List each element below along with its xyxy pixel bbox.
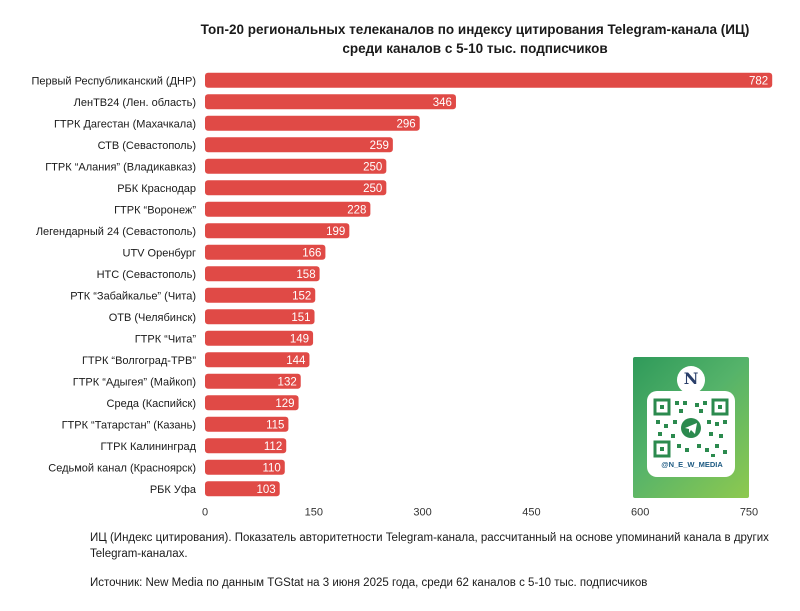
bar-value-label: 129: [275, 398, 294, 410]
category-label: UTV Оренбург: [123, 247, 197, 259]
new-media-logo: N: [677, 366, 705, 394]
bar-5: [205, 158, 387, 174]
bar-15: [205, 373, 301, 389]
x-tick-label: 300: [413, 507, 431, 519]
bar-value-label: 103: [257, 484, 276, 496]
category-label: Легендарный 24 (Севастополь): [36, 226, 196, 238]
bar-18: [205, 438, 287, 454]
category-label: ГТРК “Волгоград-ТРВ”: [82, 355, 196, 367]
bar-7: [205, 201, 371, 217]
chart-title-line-1: Топ-20 региональных телеканалов по индек…: [200, 22, 750, 37]
bar-value-label: 250: [363, 161, 382, 173]
bar-11: [205, 287, 316, 303]
bar-16: [205, 395, 299, 411]
category-label: ГТРК “Алания” (Владикавказ): [45, 161, 196, 173]
category-label: ГТРК Дагестан (Махачкала): [54, 118, 196, 130]
bar-20: [205, 481, 280, 497]
bar-8: [205, 223, 350, 239]
bar-3: [205, 115, 420, 131]
bar-6: [205, 180, 387, 196]
bar-17: [205, 416, 289, 432]
category-label: ГТРК “Чита”: [135, 333, 197, 345]
bar-13: [205, 330, 314, 346]
category-label: СТВ (Севастополь): [98, 140, 196, 152]
bar-value-label: 110: [262, 462, 280, 474]
bar-value-label: 259: [370, 140, 389, 152]
category-label: ГТРК “Татарстан” (Казань): [62, 419, 196, 431]
qr-code-icon: [653, 398, 729, 458]
category-label: Среда (Каспийск): [107, 398, 196, 410]
category-label: Первый Республиканский (ДНР): [32, 75, 196, 87]
footnote-definition: ИЦ (Индекс цитирования). Показатель авто…: [90, 532, 769, 560]
category-label: РТК “Забайкалье” (Чита): [70, 290, 196, 302]
footnote-source: Источник: New Media по данным TGStat на …: [90, 577, 648, 589]
bar-value-label: 228: [347, 204, 366, 216]
category-label: РБК Уфа: [150, 484, 197, 496]
category-label: ГТРК “Адыгея” (Майкоп): [73, 376, 196, 388]
bar-value-label: 152: [292, 290, 311, 302]
category-label: ГТРК “Воронеж”: [114, 204, 196, 216]
bar-value-label: 166: [302, 247, 321, 259]
bar-value-label: 296: [397, 118, 416, 130]
bar-value-label: 115: [266, 419, 284, 431]
x-tick-label: 600: [631, 507, 649, 519]
x-tick-label: 0: [202, 507, 208, 519]
bar-value-label: 158: [296, 269, 315, 281]
telegram-handle[interactable]: @N_E_W_MEDIA: [661, 460, 723, 469]
bar-value-label: 346: [433, 97, 452, 109]
bar-2: [205, 94, 456, 110]
bar-19: [205, 459, 285, 475]
category-label: Седьмой канал (Красноярск): [48, 462, 196, 474]
category-label: ГТРК Калининград: [100, 441, 196, 453]
bar-10: [205, 266, 320, 282]
bar-9: [205, 244, 326, 260]
bar-4: [205, 137, 393, 153]
bar-value-label: 132: [278, 376, 297, 388]
x-tick-label: 450: [522, 507, 540, 519]
category-label: РБК Краснодар: [117, 183, 196, 195]
bar-value-label: 112: [264, 441, 282, 453]
bar-value-label: 151: [291, 312, 310, 324]
bar-value-label: 250: [363, 183, 382, 195]
bar-value-label: 199: [326, 226, 345, 238]
bar-value-label: 149: [290, 333, 309, 345]
bar-1: [205, 72, 773, 88]
bar-12: [205, 309, 315, 325]
category-label: НТС (Севастополь): [97, 269, 196, 281]
x-tick-label: 150: [305, 507, 323, 519]
category-label: ОТВ (Челябинск): [109, 312, 196, 324]
x-tick-label: 750: [740, 507, 758, 519]
bar-value-label: 144: [286, 355, 306, 367]
bar-14: [205, 352, 310, 368]
category-label: ЛенТВ24 (Лен. область): [74, 97, 196, 109]
chart-title-line-2: среди каналов с 5-10 тыс. подписчиков: [342, 41, 608, 56]
bar-value-label: 782: [749, 75, 768, 87]
qr-code-card[interactable]: N @N_E_W_MEDIA: [633, 357, 749, 498]
chart-title: Топ-20 региональных телеканалов по индек…: [0, 20, 800, 58]
